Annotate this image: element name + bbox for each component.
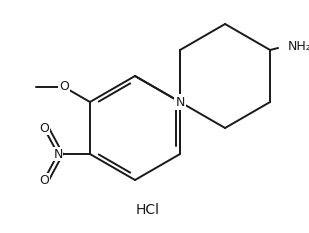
Text: O: O xyxy=(59,80,69,93)
Text: N: N xyxy=(175,96,185,109)
Text: NH₂: NH₂ xyxy=(288,40,309,52)
Text: HCl: HCl xyxy=(136,203,160,217)
Text: N: N xyxy=(53,147,63,161)
Text: O: O xyxy=(39,121,49,134)
Text: O: O xyxy=(39,174,49,186)
